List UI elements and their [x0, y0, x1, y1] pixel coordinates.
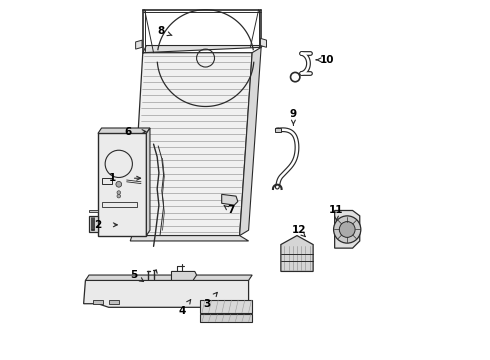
- Text: 3: 3: [204, 299, 211, 309]
- Polygon shape: [130, 235, 248, 241]
- Text: 5: 5: [130, 270, 138, 280]
- Polygon shape: [335, 211, 360, 248]
- Text: 9: 9: [290, 109, 297, 119]
- Text: 10: 10: [320, 55, 335, 65]
- Text: 7: 7: [227, 206, 234, 216]
- Circle shape: [116, 181, 122, 187]
- Text: 6: 6: [125, 127, 132, 136]
- Polygon shape: [143, 45, 263, 53]
- Polygon shape: [281, 235, 313, 271]
- Polygon shape: [85, 275, 252, 280]
- Circle shape: [117, 191, 121, 194]
- Polygon shape: [200, 315, 252, 321]
- Polygon shape: [98, 134, 147, 235]
- Polygon shape: [200, 300, 252, 313]
- Polygon shape: [260, 39, 267, 47]
- Polygon shape: [89, 216, 98, 232]
- Polygon shape: [98, 128, 150, 134]
- Text: 4: 4: [178, 306, 186, 316]
- Text: 8: 8: [157, 26, 164, 36]
- Text: 1: 1: [109, 173, 116, 183]
- Polygon shape: [221, 194, 238, 205]
- Polygon shape: [93, 300, 103, 304]
- Polygon shape: [275, 128, 281, 132]
- Text: 2: 2: [95, 220, 101, 230]
- Circle shape: [339, 222, 355, 237]
- Polygon shape: [147, 128, 150, 235]
- Circle shape: [334, 216, 361, 243]
- Polygon shape: [136, 40, 142, 49]
- Polygon shape: [132, 53, 252, 235]
- Text: 11: 11: [329, 206, 343, 216]
- Polygon shape: [84, 280, 248, 307]
- Circle shape: [117, 194, 121, 198]
- Polygon shape: [240, 47, 261, 235]
- Polygon shape: [109, 300, 120, 304]
- Polygon shape: [89, 211, 98, 212]
- Text: 12: 12: [292, 225, 306, 235]
- Polygon shape: [172, 271, 196, 280]
